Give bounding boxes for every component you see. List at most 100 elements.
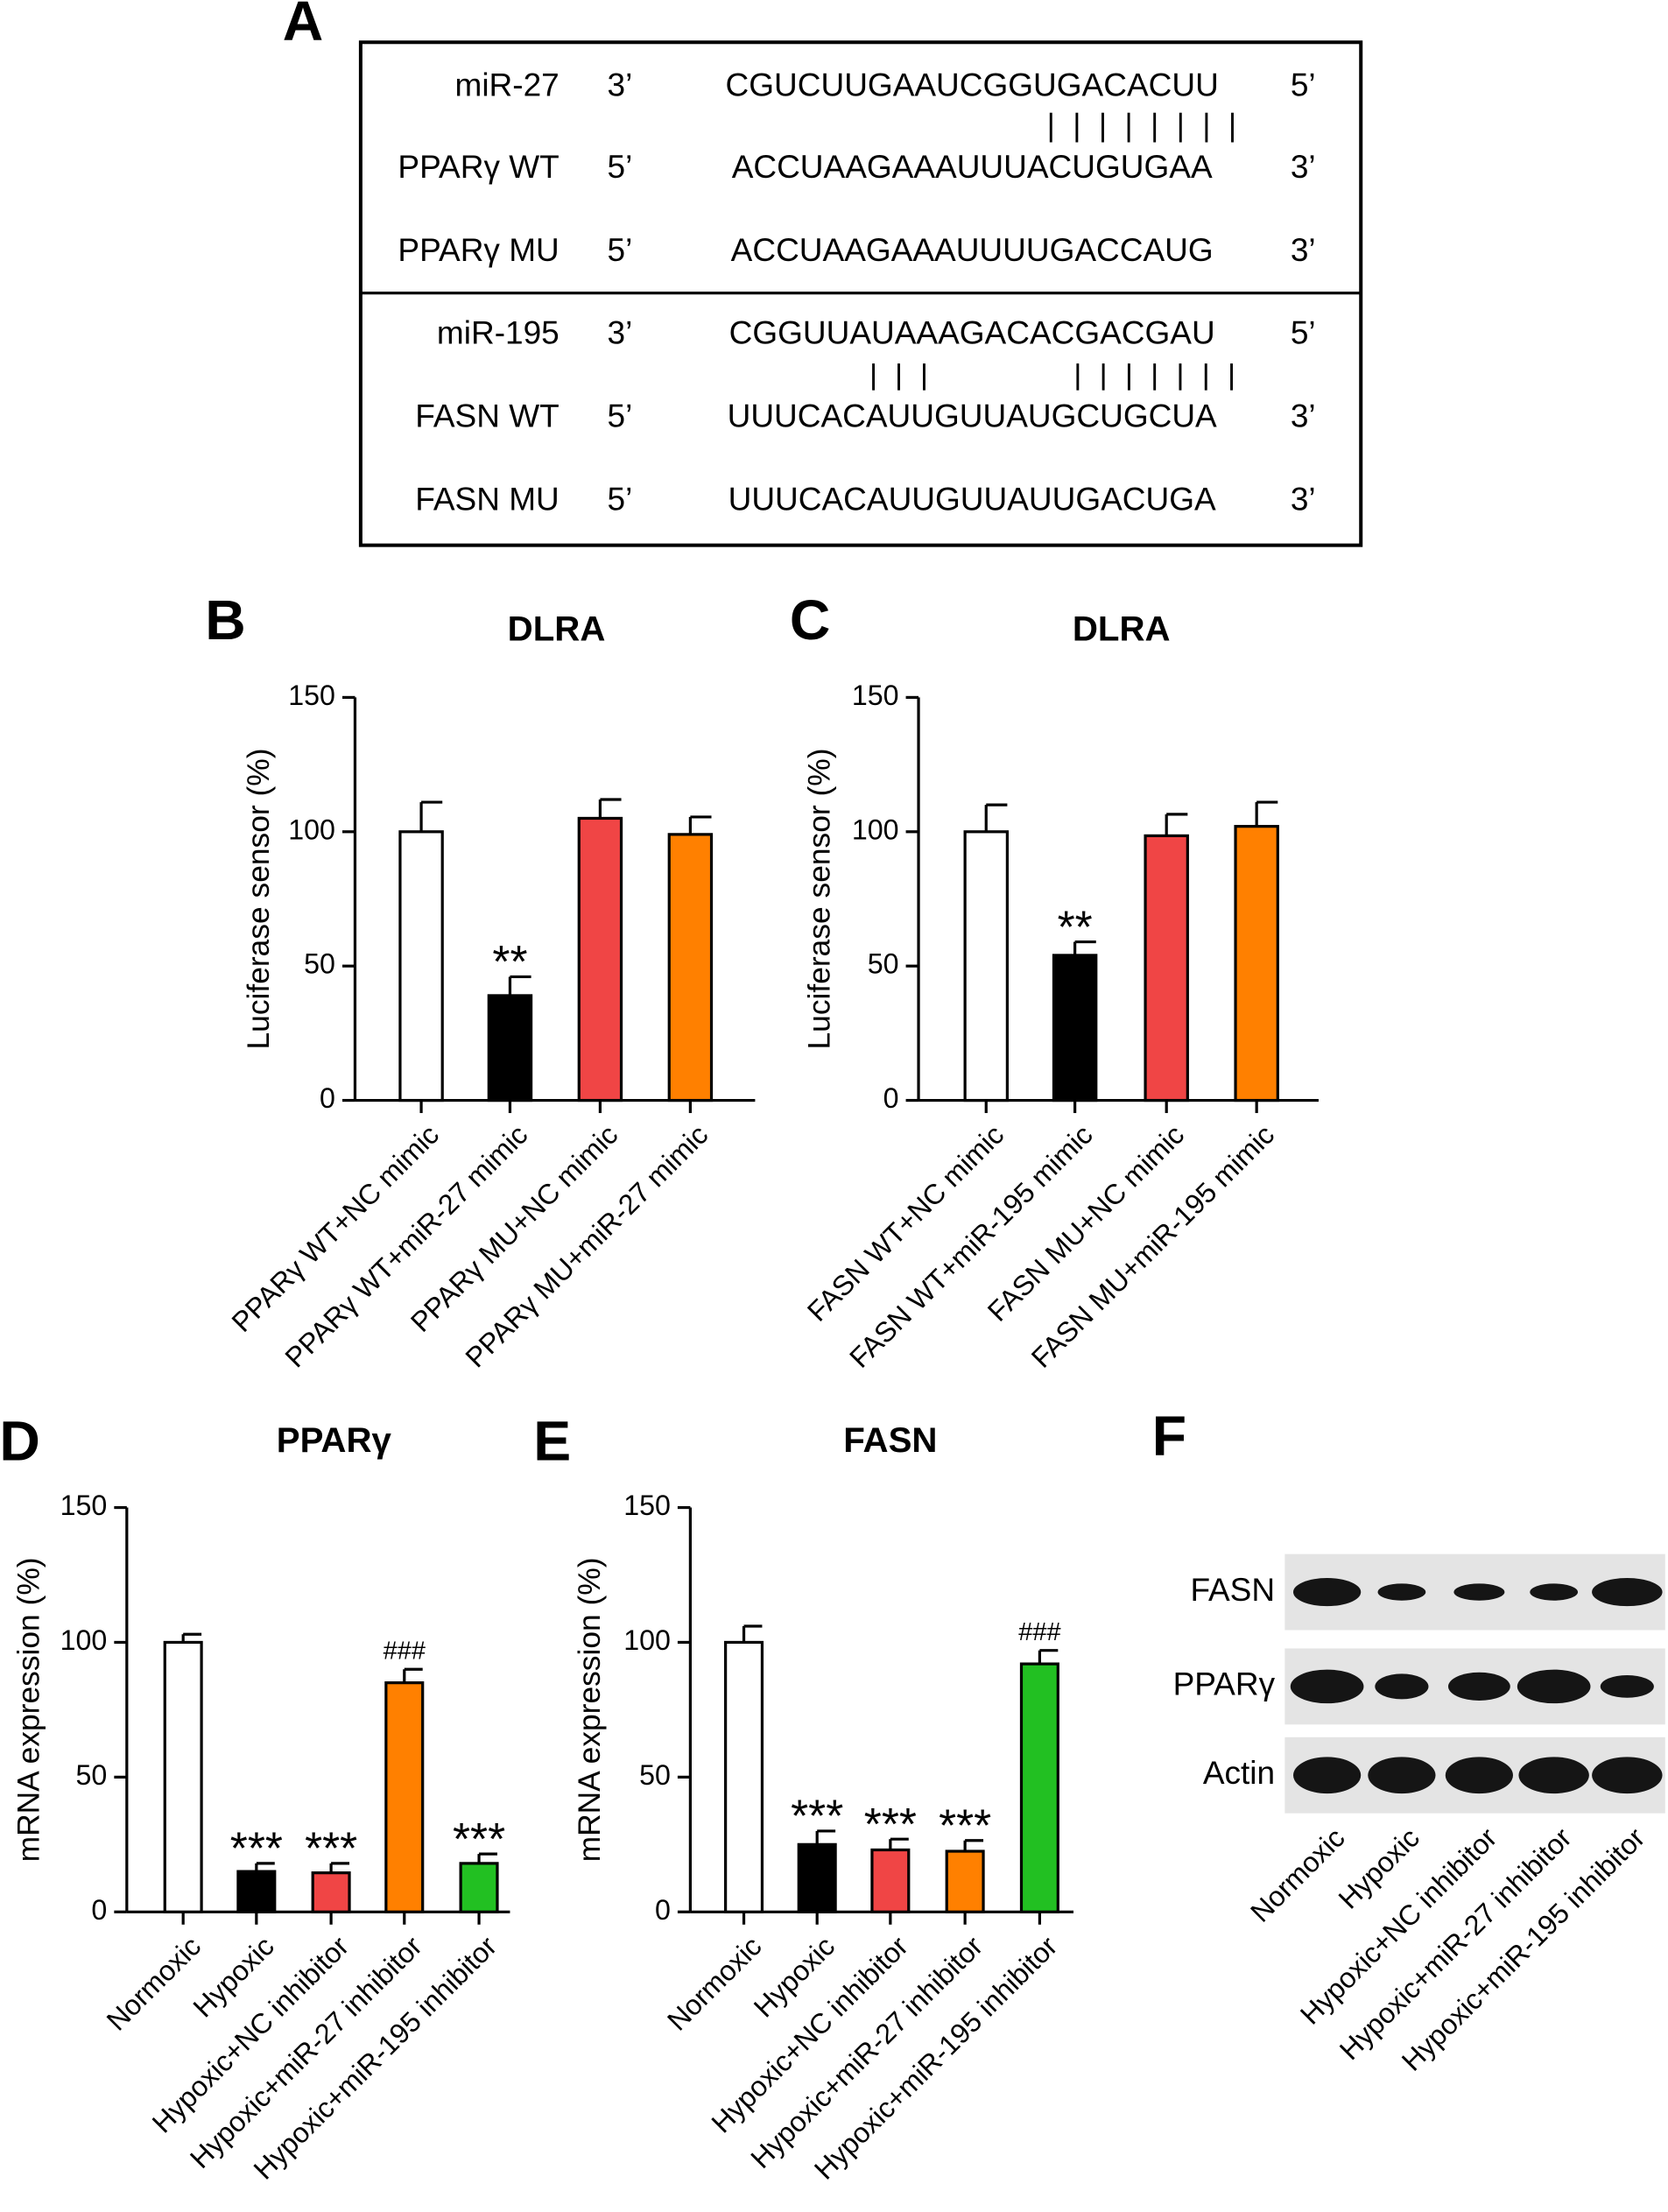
bar bbox=[1144, 834, 1189, 1102]
sequence-name: FASN MU bbox=[415, 482, 559, 518]
bar bbox=[577, 816, 623, 1102]
y-axis-label: Luciferase sensor (%) bbox=[802, 748, 836, 1049]
chart-title: DLRA bbox=[1073, 609, 1171, 648]
significance: *** bbox=[939, 1800, 991, 1850]
blot-row-label: PPARγ bbox=[1173, 1666, 1276, 1702]
bar bbox=[384, 1681, 425, 1913]
sequence-end: 3’ bbox=[608, 67, 633, 103]
y-tick-label: 50 bbox=[304, 948, 335, 980]
significance: *** bbox=[305, 1823, 357, 1874]
bar bbox=[163, 1640, 203, 1913]
blot-row-label: Actin bbox=[1203, 1755, 1275, 1791]
sequence-name: PPARγ WT bbox=[398, 149, 559, 185]
sequence-end: 5’ bbox=[1291, 67, 1316, 103]
bar bbox=[870, 1848, 911, 1913]
sequence-end: 5’ bbox=[608, 482, 633, 518]
significance: ** bbox=[1058, 901, 1093, 952]
blot-band bbox=[1600, 1675, 1654, 1698]
sequence: UUUCACAUUGUUAUGCUGCUA bbox=[728, 398, 1217, 434]
y-tick-label: 0 bbox=[655, 1894, 671, 1926]
significance: *** bbox=[230, 1823, 283, 1874]
sequence-end: 3’ bbox=[608, 315, 633, 351]
sequence: ACCUAAGAAAUUUUGACCAUG bbox=[731, 232, 1214, 268]
y-tick-label: 150 bbox=[60, 1490, 108, 1521]
y-tick-label: 150 bbox=[852, 680, 899, 711]
y-tick-label: 100 bbox=[288, 814, 335, 845]
chart-title: PPARγ bbox=[277, 1420, 392, 1460]
y-tick-label: 150 bbox=[288, 680, 335, 711]
sequence-end: 5’ bbox=[608, 398, 633, 434]
sequence: UUUCACAUUGUUAUUGACUGA bbox=[728, 482, 1216, 518]
bar bbox=[1052, 954, 1098, 1102]
y-tick-label: 100 bbox=[852, 814, 899, 845]
y-tick-label: 150 bbox=[623, 1490, 671, 1521]
blot-band bbox=[1592, 1757, 1663, 1794]
sequence-end: 5’ bbox=[608, 149, 633, 185]
sequence: CGGUUAUAAAGACACGACGAU bbox=[729, 315, 1215, 351]
y-tick-label: 100 bbox=[60, 1624, 108, 1656]
blot-band bbox=[1592, 1577, 1663, 1607]
sequence-name: PPARγ MU bbox=[398, 232, 559, 268]
sequence-name: miR-27 bbox=[455, 67, 560, 103]
sequence-end: 3’ bbox=[1291, 482, 1316, 518]
chart-title: FASN bbox=[843, 1420, 937, 1460]
blot-band bbox=[1375, 1673, 1429, 1700]
y-tick-label: 50 bbox=[639, 1759, 671, 1791]
y-tick-label: 0 bbox=[320, 1082, 335, 1114]
y-axis-label: Luciferase sensor (%) bbox=[242, 748, 276, 1049]
y-tick-label: 50 bbox=[868, 948, 899, 980]
sequence-end: 3’ bbox=[1291, 232, 1316, 268]
significance: ** bbox=[492, 936, 527, 987]
sequence: CGUCUUGAAUCGGUGACACUU bbox=[726, 67, 1219, 103]
panel-label: D bbox=[0, 1410, 40, 1473]
bar bbox=[1019, 1662, 1059, 1913]
blot-band bbox=[1368, 1757, 1436, 1794]
lane-label: Normoxic bbox=[1244, 1821, 1350, 1927]
sequence-name: FASN WT bbox=[415, 398, 559, 434]
sequence-end: 5’ bbox=[608, 232, 633, 268]
blot-band bbox=[1517, 1669, 1591, 1704]
sequence-name: miR-195 bbox=[437, 315, 560, 351]
blot-band bbox=[1293, 1577, 1362, 1607]
panel-label: E bbox=[533, 1410, 571, 1473]
bar bbox=[459, 1862, 499, 1913]
blot-band bbox=[1293, 1757, 1362, 1794]
sequence-end: 5’ bbox=[1291, 315, 1316, 351]
significance: *** bbox=[791, 1791, 843, 1842]
y-tick-label: 100 bbox=[623, 1624, 671, 1656]
blot-band bbox=[1447, 1672, 1510, 1701]
x-tick-label: Normoxic bbox=[661, 1930, 767, 2036]
sequence-end: 3’ bbox=[1291, 398, 1316, 434]
y-axis-label: mRNA expression (%) bbox=[573, 1557, 607, 1862]
bar bbox=[487, 994, 533, 1102]
panel-label: C bbox=[790, 588, 830, 652]
blot-row-label: FASN bbox=[1190, 1572, 1275, 1608]
bar bbox=[1234, 825, 1279, 1102]
bar bbox=[724, 1640, 764, 1913]
y-tick-label: 0 bbox=[883, 1082, 899, 1114]
blot-band bbox=[1453, 1583, 1505, 1601]
blot-band bbox=[1445, 1757, 1513, 1794]
sequence: ACCUAAGAAAUUUACUGUGAA bbox=[732, 149, 1213, 185]
blot-band bbox=[1377, 1583, 1426, 1601]
bar bbox=[398, 830, 444, 1102]
y-tick-label: 0 bbox=[91, 1894, 107, 1926]
x-tick-label: Normoxic bbox=[101, 1930, 207, 2036]
panel-label: F bbox=[1152, 1404, 1186, 1467]
bar bbox=[311, 1871, 351, 1913]
bar bbox=[963, 830, 1010, 1102]
y-tick-label: 50 bbox=[76, 1759, 108, 1791]
significance: ### bbox=[384, 1638, 426, 1666]
panel-label: A bbox=[283, 0, 323, 53]
bar bbox=[945, 1849, 985, 1913]
bar bbox=[236, 1870, 277, 1913]
y-axis-label: mRNA expression (%) bbox=[12, 1557, 46, 1862]
panel-label: B bbox=[205, 588, 245, 652]
sequence-end: 3’ bbox=[1291, 149, 1316, 185]
bar bbox=[797, 1842, 837, 1913]
significance: *** bbox=[864, 1799, 917, 1849]
chart-title: DLRA bbox=[508, 609, 606, 648]
significance: ### bbox=[1018, 1618, 1060, 1646]
bar bbox=[667, 833, 714, 1102]
